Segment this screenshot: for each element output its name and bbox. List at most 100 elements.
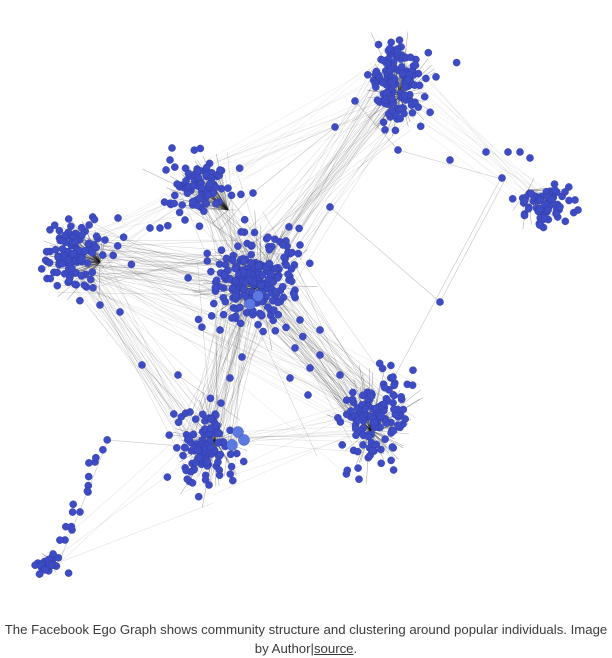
graph-node (96, 301, 103, 308)
graph-node (387, 362, 394, 369)
graph-node (240, 458, 247, 465)
graph-node (50, 550, 57, 557)
graph-node (272, 265, 279, 272)
graph-node (279, 283, 286, 290)
graph-node (84, 487, 91, 494)
graph-node (364, 71, 371, 78)
graph-node (43, 248, 50, 255)
graph-node (260, 328, 267, 335)
source-link[interactable]: source (314, 641, 354, 656)
graph-node (232, 292, 239, 299)
graph-node (396, 37, 403, 44)
graph-node (399, 70, 406, 77)
graph-edge (209, 77, 400, 203)
graph-node (286, 374, 293, 381)
graph-node (85, 473, 92, 480)
graph-node (436, 298, 443, 305)
graph-node (70, 250, 77, 257)
graph-node (291, 344, 298, 351)
graph-node-highlight (245, 299, 256, 310)
graph-node (182, 444, 189, 451)
graph-node (255, 321, 262, 328)
graph-node (114, 242, 121, 249)
graph-node (228, 463, 235, 470)
graph-edge (246, 130, 411, 247)
graph-node (270, 279, 277, 286)
graph-edge (220, 64, 376, 191)
graph-node (331, 123, 338, 130)
graph-node (226, 374, 233, 381)
graph-node (185, 435, 192, 442)
graph-node (238, 353, 245, 360)
graph-edge (245, 288, 390, 456)
graph-node (389, 107, 396, 114)
graph-node-highlight (239, 435, 250, 446)
graph-node (199, 411, 206, 418)
graph-node (388, 78, 395, 85)
graph-node (446, 156, 453, 163)
graph-node (91, 216, 98, 223)
graph-node (299, 333, 306, 340)
graph-edge (194, 97, 413, 183)
graph-node (258, 311, 265, 318)
graph-node (216, 326, 223, 333)
graph-node (381, 126, 388, 133)
graph-node (355, 465, 362, 472)
graph-edge (76, 238, 205, 450)
graph-node (216, 467, 223, 474)
graph-node (240, 285, 247, 292)
graph-node (166, 432, 173, 439)
graph-node (207, 416, 214, 423)
graph-node (251, 229, 258, 236)
graph-node (562, 218, 569, 225)
graph-node (516, 148, 523, 155)
graph-node (206, 181, 213, 188)
graph-node (409, 367, 416, 374)
graph-node (78, 255, 85, 262)
graph-node (381, 384, 388, 391)
graph-node (138, 361, 145, 368)
graph-node (99, 251, 106, 258)
graph-node (397, 115, 404, 122)
graph-node (296, 225, 303, 232)
graph-node (296, 241, 303, 248)
graph-edge (330, 207, 440, 302)
graph-node (380, 57, 387, 64)
graph-node (551, 186, 558, 193)
graph-node (181, 216, 188, 223)
graph-node (170, 410, 177, 417)
graph-node (388, 457, 395, 464)
graph-node (236, 304, 243, 311)
graph-nodes (31, 37, 581, 578)
graph-node (326, 203, 333, 210)
graph-node (371, 419, 378, 426)
graph-node (304, 391, 311, 398)
graph-node (46, 259, 53, 266)
graph-node (556, 203, 563, 210)
graph-node (38, 265, 45, 272)
graph-node (192, 416, 199, 423)
graph-node (351, 97, 358, 104)
graph-node (398, 63, 405, 70)
caption-trailing: . (354, 641, 358, 656)
graph-node (347, 407, 354, 414)
graph-node (166, 156, 173, 163)
graph-node (336, 371, 343, 378)
graph-node (536, 222, 543, 229)
graph-node (41, 566, 48, 573)
graph-node (56, 537, 63, 544)
graph-node (369, 447, 376, 454)
graph-node (417, 123, 424, 130)
network-graph (0, 0, 612, 612)
graph-node (62, 232, 69, 239)
graph-node (76, 297, 83, 304)
graph-node (422, 75, 429, 82)
graph-node (349, 389, 356, 396)
graph-node (402, 415, 409, 422)
graph-node (372, 84, 379, 91)
figure-caption: The Facebook Ego Graph shows community s… (0, 620, 612, 658)
graph-node (202, 476, 209, 483)
graph-node (354, 448, 361, 455)
graph-node (388, 39, 395, 46)
graph-node (214, 439, 221, 446)
